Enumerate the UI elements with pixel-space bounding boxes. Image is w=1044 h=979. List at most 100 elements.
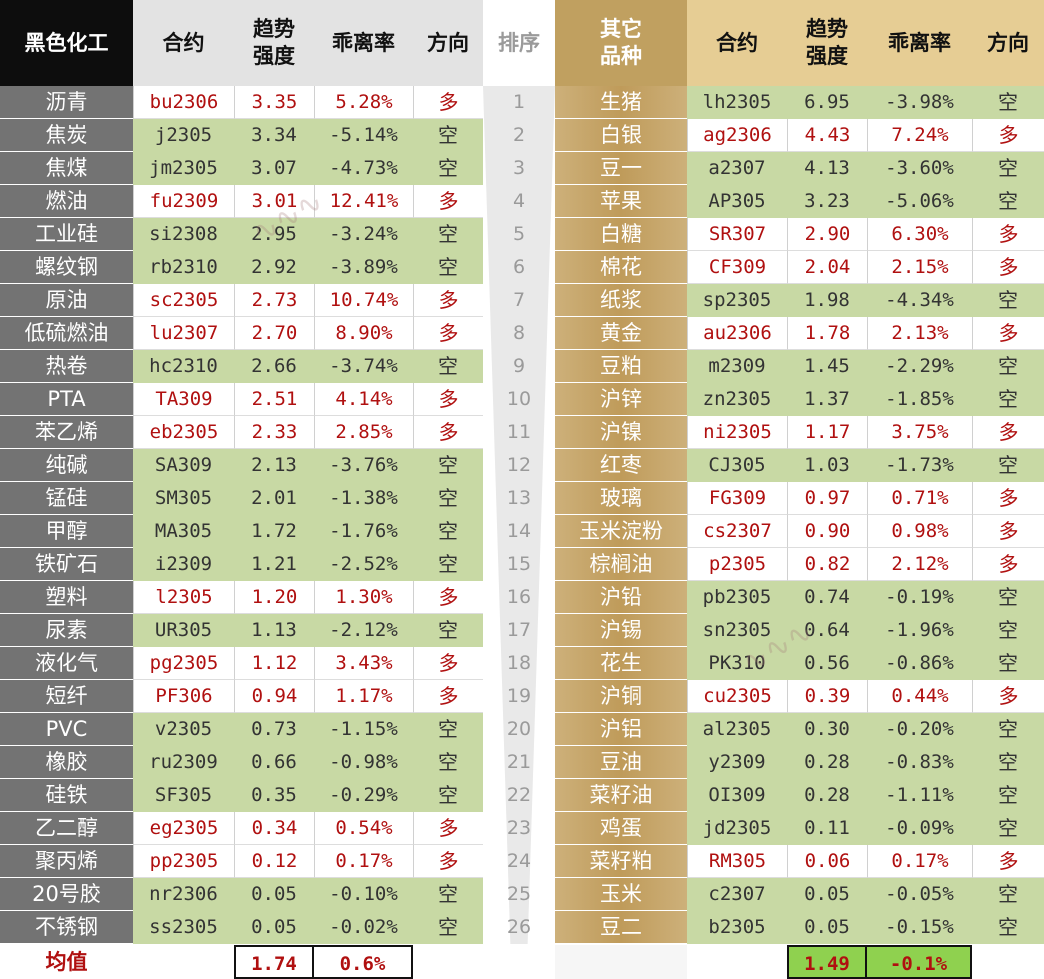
left-commodity-name: 20号胶 — [0, 878, 133, 911]
right-commodity-name: 玻璃 — [555, 482, 687, 515]
left-commodity-name: 乙二醇 — [0, 812, 133, 845]
left-trend-strength: 0.35 — [234, 779, 314, 812]
right-commodity-name: 花生 — [555, 647, 687, 680]
right-contract: pb2305 — [687, 581, 787, 614]
left-contract: rb2310 — [133, 251, 234, 284]
left-commodity-name: 热卷 — [0, 350, 133, 383]
left-contract: ru2309 — [133, 746, 234, 779]
right-trend-strength: 0.28 — [787, 746, 867, 779]
table-row: 液化气 pg2305 1.12 3.43% 多 18 花生 PK310 0.56 -0.86% 空 — [0, 647, 1044, 680]
right-commodity-name: 沪镍 — [555, 416, 687, 449]
right-direction: 空 — [972, 449, 1044, 482]
left-commodity-name: 苯乙烯 — [0, 416, 133, 449]
left-trend-strength: 0.05 — [234, 911, 314, 944]
header-r-trend-strength: 趋势 强度 — [787, 0, 867, 86]
left-deviation: 4.14% — [314, 383, 413, 416]
left-trend-strength: 2.70 — [234, 317, 314, 350]
header-r-deviation-label: 乖离率 — [888, 30, 951, 55]
left-deviation: 2.85% — [314, 416, 413, 449]
right-deviation: -4.34% — [867, 284, 972, 317]
left-direction: 多 — [413, 845, 483, 878]
right-contract: CJ305 — [687, 449, 787, 482]
left-direction: 空 — [413, 152, 483, 185]
table-row: PVC v2305 0.73 -1.15% 空 20 沪铝 al2305 0.30 -0.20% 空 — [0, 713, 1044, 746]
left-deviation: 8.90% — [314, 317, 413, 350]
right-trend-strength: 2.90 — [787, 218, 867, 251]
right-trend-strength: 3.23 — [787, 185, 867, 218]
left-commodity-name: PVC — [0, 713, 133, 746]
left-trend-strength: 0.73 — [234, 713, 314, 746]
right-trend-strength: 0.30 — [787, 713, 867, 746]
left-trend-strength: 2.01 — [234, 482, 314, 515]
right-commodity-name: 鸡蛋 — [555, 812, 687, 845]
left-deviation: -3.76% — [314, 449, 413, 482]
left-trend-strength: 1.20 — [234, 581, 314, 614]
left-deviation: -0.02% — [314, 911, 413, 944]
right-contract: zn2305 — [687, 383, 787, 416]
left-direction: 空 — [413, 515, 483, 548]
right-contract: FG309 — [687, 482, 787, 515]
left-trend-strength: 2.92 — [234, 251, 314, 284]
rank-number: 6 — [512, 256, 526, 278]
rank-number: 14 — [506, 520, 532, 542]
right-direction: 多 — [972, 119, 1044, 152]
right-deviation: -1.11% — [867, 779, 972, 812]
right-direction: 空 — [972, 152, 1044, 185]
right-trend-strength: 0.74 — [787, 581, 867, 614]
right-contract: SR307 — [687, 218, 787, 251]
right-commodity-name: 黄金 — [555, 317, 687, 350]
left-deviation: -2.12% — [314, 614, 413, 647]
right-direction: 多 — [972, 218, 1044, 251]
left-deviation: -3.89% — [314, 251, 413, 284]
rank-number: 5 — [512, 223, 526, 245]
right-deviation: -3.60% — [867, 152, 972, 185]
left-contract: SA309 — [133, 449, 234, 482]
left-direction: 多 — [413, 383, 483, 416]
header-r-contract: 合约 — [687, 0, 787, 86]
header-r-deviation: 乖离率 — [867, 0, 972, 86]
left-direction: 空 — [413, 350, 483, 383]
right-deviation: -2.29% — [867, 350, 972, 383]
rank-number: 12 — [506, 454, 532, 476]
left-deviation: 12.41% — [314, 185, 413, 218]
right-deviation: -0.05% — [867, 878, 972, 911]
average-right-name-empty — [555, 945, 687, 979]
left-direction: 多 — [413, 680, 483, 713]
table-row: 橡胶 ru2309 0.66 -0.98% 空 21 豆油 y2309 0.28 -0.83% 空 — [0, 746, 1044, 779]
header-direction-label: 方向 — [427, 30, 469, 55]
right-contract: jd2305 — [687, 812, 787, 845]
left-contract: TA309 — [133, 383, 234, 416]
left-direction: 多 — [413, 317, 483, 350]
left-trend-strength: 1.12 — [234, 647, 314, 680]
right-contract: al2305 — [687, 713, 787, 746]
left-direction: 多 — [413, 647, 483, 680]
left-contract: eb2305 — [133, 416, 234, 449]
table-row: 原油 sc2305 2.73 10.74% 多 7 纸浆 sp2305 1.98 -4.34% 空 — [0, 284, 1044, 317]
right-direction: 空 — [972, 878, 1044, 911]
table-row: 短纤 PF306 0.94 1.17% 多 19 沪铜 cu2305 0.39 0.44% 多 — [0, 680, 1044, 713]
right-direction: 空 — [972, 383, 1044, 416]
header-left-group-label: 黑色化工 — [24, 30, 109, 55]
right-contract: cs2307 — [687, 515, 787, 548]
right-trend-strength: 0.39 — [787, 680, 867, 713]
right-deviation: 7.24% — [867, 119, 972, 152]
right-contract: PK310 — [687, 647, 787, 680]
header-direction: 方向 — [413, 0, 483, 86]
right-contract: lh2305 — [687, 86, 787, 119]
left-contract: pg2305 — [133, 647, 234, 680]
left-direction: 空 — [413, 746, 483, 779]
right-commodity-name: 沪铅 — [555, 581, 687, 614]
left-contract: MA305 — [133, 515, 234, 548]
right-commodity-name: 玉米淀粉 — [555, 515, 687, 548]
rank-number: 16 — [506, 586, 532, 608]
right-trend-strength: 1.03 — [787, 449, 867, 482]
table-row: 甲醇 MA305 1.72 -1.76% 空 14 玉米淀粉 cs2307 0.90 0.98% 多 — [0, 515, 1044, 548]
left-deviation: -2.52% — [314, 548, 413, 581]
right-trend-strength: 0.90 — [787, 515, 867, 548]
right-commodity-name: 菜籽油 — [555, 779, 687, 812]
rank-number: 11 — [506, 421, 532, 443]
right-deviation: 0.71% — [867, 482, 972, 515]
average-rank-gap — [483, 945, 555, 979]
left-deviation: 0.54% — [314, 812, 413, 845]
